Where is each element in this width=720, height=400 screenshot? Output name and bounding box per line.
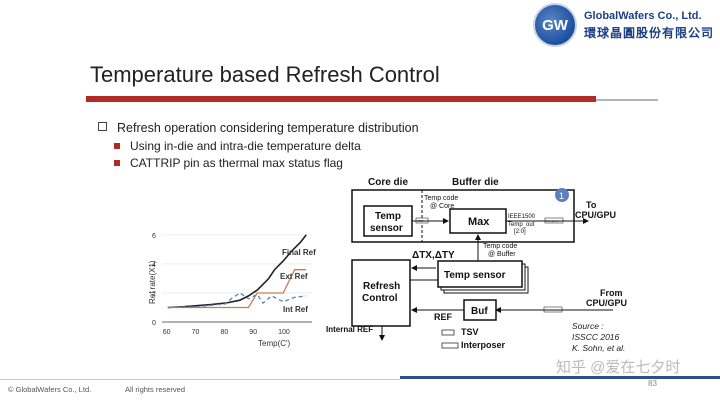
legend-ext-ref: Ext Ref	[280, 272, 308, 281]
red-square-bullet-icon	[114, 143, 120, 149]
temp-code-core-label: Temp code	[424, 195, 458, 202]
x-tick-label: 60	[163, 329, 171, 336]
from-cpu-label: From	[600, 288, 623, 298]
footer-copyright: © GlobalWafers Co., Ltd.	[8, 385, 92, 394]
title-underline-red	[86, 96, 596, 102]
step-badge-number: 1	[559, 191, 564, 201]
title-underline-gray	[596, 99, 658, 101]
sub-bullet: Using in-die and intra-die temperature d…	[114, 139, 361, 153]
refresh-block-diagram: Core die Buffer die 1 Temp sensor Temp c…	[326, 177, 627, 353]
company-logo: GW	[533, 3, 577, 47]
company-name-cn: 環球晶圓股份有限公司	[584, 26, 715, 40]
ieee-label: IEEE1500	[508, 214, 536, 220]
buf-label: Buf	[471, 306, 488, 317]
sub-bullet: CATTRIP pin as thermal max status flag	[114, 156, 343, 170]
ieee-label: Temp_out	[508, 222, 535, 228]
chart-series	[167, 234, 307, 309]
temp-code-buffer-label: @ Buffer	[488, 251, 516, 258]
sub-bullet-text: CATTRIP pin as thermal max status flag	[130, 156, 343, 170]
max-label: Max	[468, 216, 490, 228]
series-line-final-ref	[167, 234, 307, 309]
y-axis-label: Ref rate(X1)	[148, 260, 157, 304]
source-label: ISSCC 2016	[572, 332, 620, 342]
company-name-en: GlobalWafers Co., Ltd.	[584, 10, 702, 22]
footer-divider	[0, 379, 400, 380]
red-square-bullet-icon	[114, 160, 120, 166]
to-cpu-label: To	[586, 200, 597, 210]
series-line-int-ref	[167, 292, 307, 309]
interposer-legend-icon	[441, 342, 459, 349]
temp-code-buffer-label: Temp code	[483, 243, 517, 250]
temp-sensor-buffer-box	[437, 260, 523, 288]
chart-tick-labels: 0 2 4 6 60 70 80 90 100	[152, 233, 290, 336]
temp-sensor-core-label: Temp	[375, 211, 401, 222]
core-die-label: Core die	[368, 177, 408, 188]
y-tick-label: 6	[152, 233, 156, 240]
logo-text: GW	[542, 16, 568, 34]
page-number: 83	[648, 379, 657, 388]
main-bullet-text: Refresh operation considering temperatur…	[117, 121, 419, 135]
tsv-legend-icon	[441, 329, 455, 336]
delta-label: ΔTX,ΔTY	[412, 250, 455, 261]
x-tick-label: 70	[192, 329, 200, 336]
refresh-control-box	[351, 259, 411, 327]
refresh-control-label: Refresh	[363, 281, 400, 292]
ref-label: REF	[434, 312, 453, 322]
slide-title: Temperature based Refresh Control	[90, 62, 440, 87]
temp-sensor-core-box	[363, 205, 413, 237]
to-cpu-label: CPU/GPU	[575, 210, 616, 220]
y-tick-label: 2	[152, 291, 156, 298]
temp-sensor-buffer-label: Temp sensor	[444, 270, 506, 281]
chart-axes	[162, 234, 312, 323]
x-tick-label: 80	[220, 329, 228, 336]
ieee-label: [2:0]	[514, 229, 526, 235]
from-cpu-label: CPU/GPU	[586, 298, 627, 308]
step-badge	[555, 188, 569, 202]
tsv-legend-label: TSV	[461, 327, 479, 337]
watermark: 知乎 @爱在七夕时	[556, 359, 681, 376]
x-tick-label: 100	[278, 329, 290, 336]
buffer-die-label: Buffer die	[452, 177, 499, 188]
y-tick-label: 0	[152, 320, 156, 327]
x-tick-label: 90	[249, 329, 257, 336]
temp-sensor-core-label: sensor	[370, 223, 403, 234]
footer-rights: All rights reserved	[125, 385, 186, 394]
footer-accent-bar	[400, 376, 720, 379]
main-bullet: Refresh operation considering temperatur…	[98, 121, 419, 135]
sub-bullet-text: Using in-die and intra-die temperature d…	[130, 139, 361, 153]
hollow-square-bullet-icon	[98, 122, 107, 131]
series-line-ext-ref	[167, 269, 307, 309]
internal-ref-label: Internal REF	[326, 325, 373, 334]
source-label: Source :	[572, 321, 604, 331]
y-tick-label: 4	[152, 262, 156, 269]
refresh-control-label: Control	[362, 293, 398, 304]
temp-code-core-label: @ Core	[430, 203, 454, 210]
interposer-legend-label: Interposer	[461, 340, 506, 350]
legend-final-ref: Final Ref	[282, 248, 316, 257]
refresh-rate-chart: 0 2 4 6 60 70 80 90 100 Ref rate(X1) Temp(C') Fi…	[148, 233, 316, 348]
x-axis-label: Temp(C')	[258, 339, 291, 348]
legend-int-ref: Int Ref	[283, 305, 308, 314]
source-label: K. Sohn, et al.	[572, 343, 625, 353]
